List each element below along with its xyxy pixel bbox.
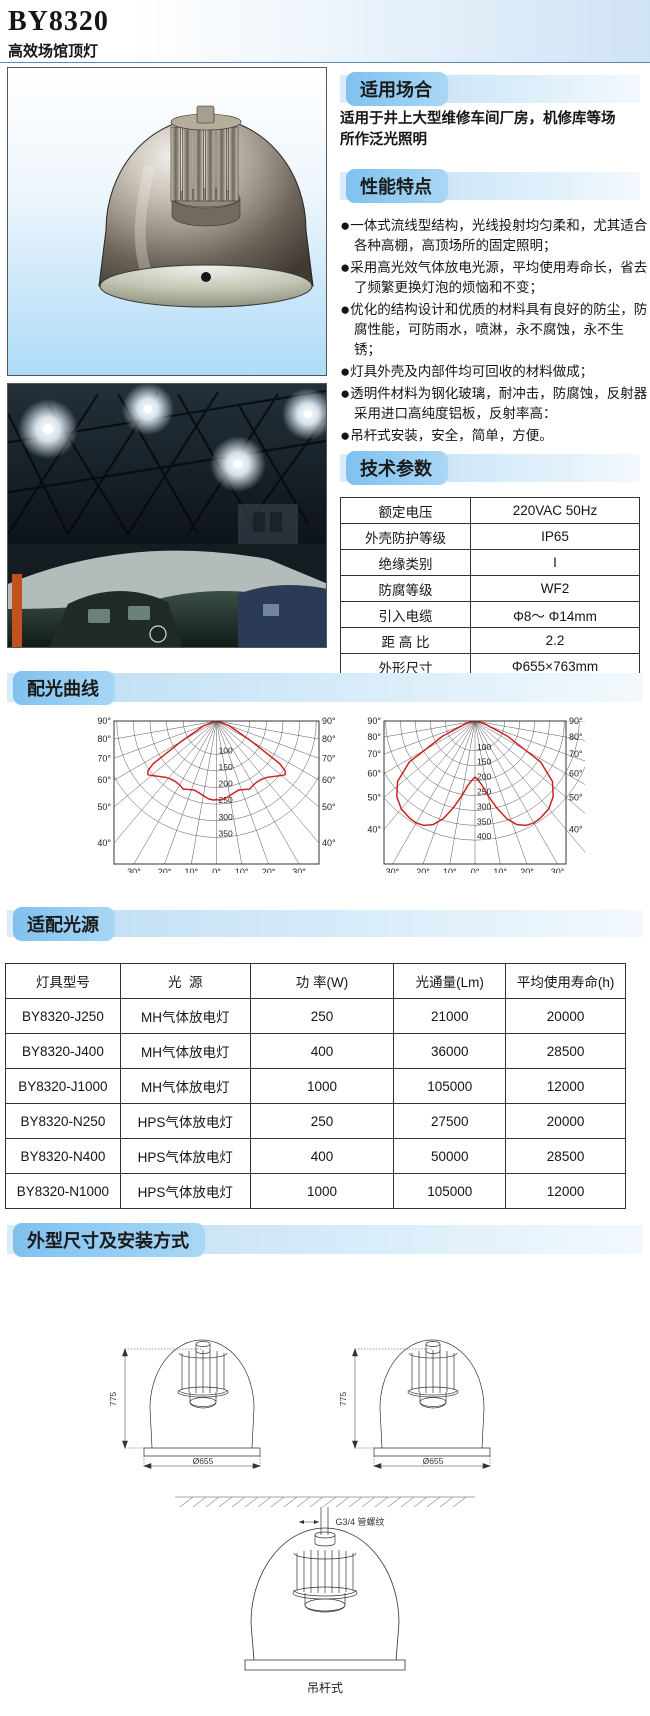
svg-text:100: 100 [477, 742, 491, 752]
svg-text:30°: 30° [127, 867, 141, 873]
svg-text:200: 200 [477, 772, 491, 782]
svg-text:70°: 70° [97, 753, 111, 763]
svg-text:吊杆式: 吊杆式 [307, 1681, 343, 1695]
svg-text:80°: 80° [367, 732, 381, 742]
svg-text:200: 200 [219, 779, 233, 789]
svg-text:80°: 80° [97, 734, 111, 744]
svg-text:G3/4 管螺纹: G3/4 管螺纹 [335, 1516, 384, 1527]
svg-text:20°: 20° [262, 867, 276, 873]
svg-text:20°: 20° [158, 867, 172, 873]
svg-text:50°: 50° [569, 792, 583, 802]
svg-text:150: 150 [219, 762, 233, 772]
svg-text:90°: 90° [97, 717, 111, 726]
svg-text:10°: 10° [493, 867, 507, 873]
svg-text:10°: 10° [443, 867, 457, 873]
svg-text:100: 100 [219, 745, 233, 755]
svg-text:0°: 0° [212, 867, 221, 873]
svg-text:Ø655: Ø655 [423, 1456, 444, 1466]
svg-text:20°: 20° [520, 867, 534, 873]
svg-text:50°: 50° [322, 802, 336, 812]
svg-text:70°: 70° [322, 753, 336, 763]
svg-text:90°: 90° [367, 717, 381, 726]
svg-text:80°: 80° [322, 734, 336, 744]
svg-text:90°: 90° [569, 717, 583, 726]
svg-text:60°: 60° [367, 769, 381, 779]
svg-text:50°: 50° [97, 802, 111, 812]
svg-text:40°: 40° [97, 838, 111, 848]
svg-text:30°: 30° [386, 867, 400, 873]
svg-text:70°: 70° [367, 749, 381, 759]
svg-text:300: 300 [477, 801, 491, 811]
svg-text:400: 400 [477, 831, 491, 841]
svg-text:10°: 10° [184, 867, 198, 873]
svg-text:40°: 40° [322, 838, 336, 848]
svg-text:0°: 0° [471, 867, 480, 873]
svg-text:150: 150 [477, 757, 491, 767]
svg-text:50°: 50° [367, 792, 381, 802]
svg-text:60°: 60° [322, 775, 336, 785]
svg-text:300: 300 [219, 812, 233, 822]
svg-text:775: 775 [108, 1392, 118, 1406]
svg-text:40°: 40° [569, 824, 583, 834]
svg-text:80°: 80° [569, 732, 583, 742]
svg-text:775: 775 [338, 1392, 348, 1406]
svg-text:20°: 20° [416, 867, 430, 873]
svg-text:10°: 10° [235, 867, 249, 873]
svg-text:60°: 60° [569, 769, 583, 779]
svg-text:40°: 40° [367, 824, 381, 834]
svg-text:Ø655: Ø655 [193, 1456, 214, 1466]
svg-text:30°: 30° [551, 867, 565, 873]
svg-text:70°: 70° [569, 749, 583, 759]
svg-text:60°: 60° [97, 775, 111, 785]
svg-text:350: 350 [219, 828, 233, 838]
svg-text:30°: 30° [292, 867, 306, 873]
svg-text:350: 350 [477, 816, 491, 826]
svg-text:90°: 90° [322, 717, 336, 726]
